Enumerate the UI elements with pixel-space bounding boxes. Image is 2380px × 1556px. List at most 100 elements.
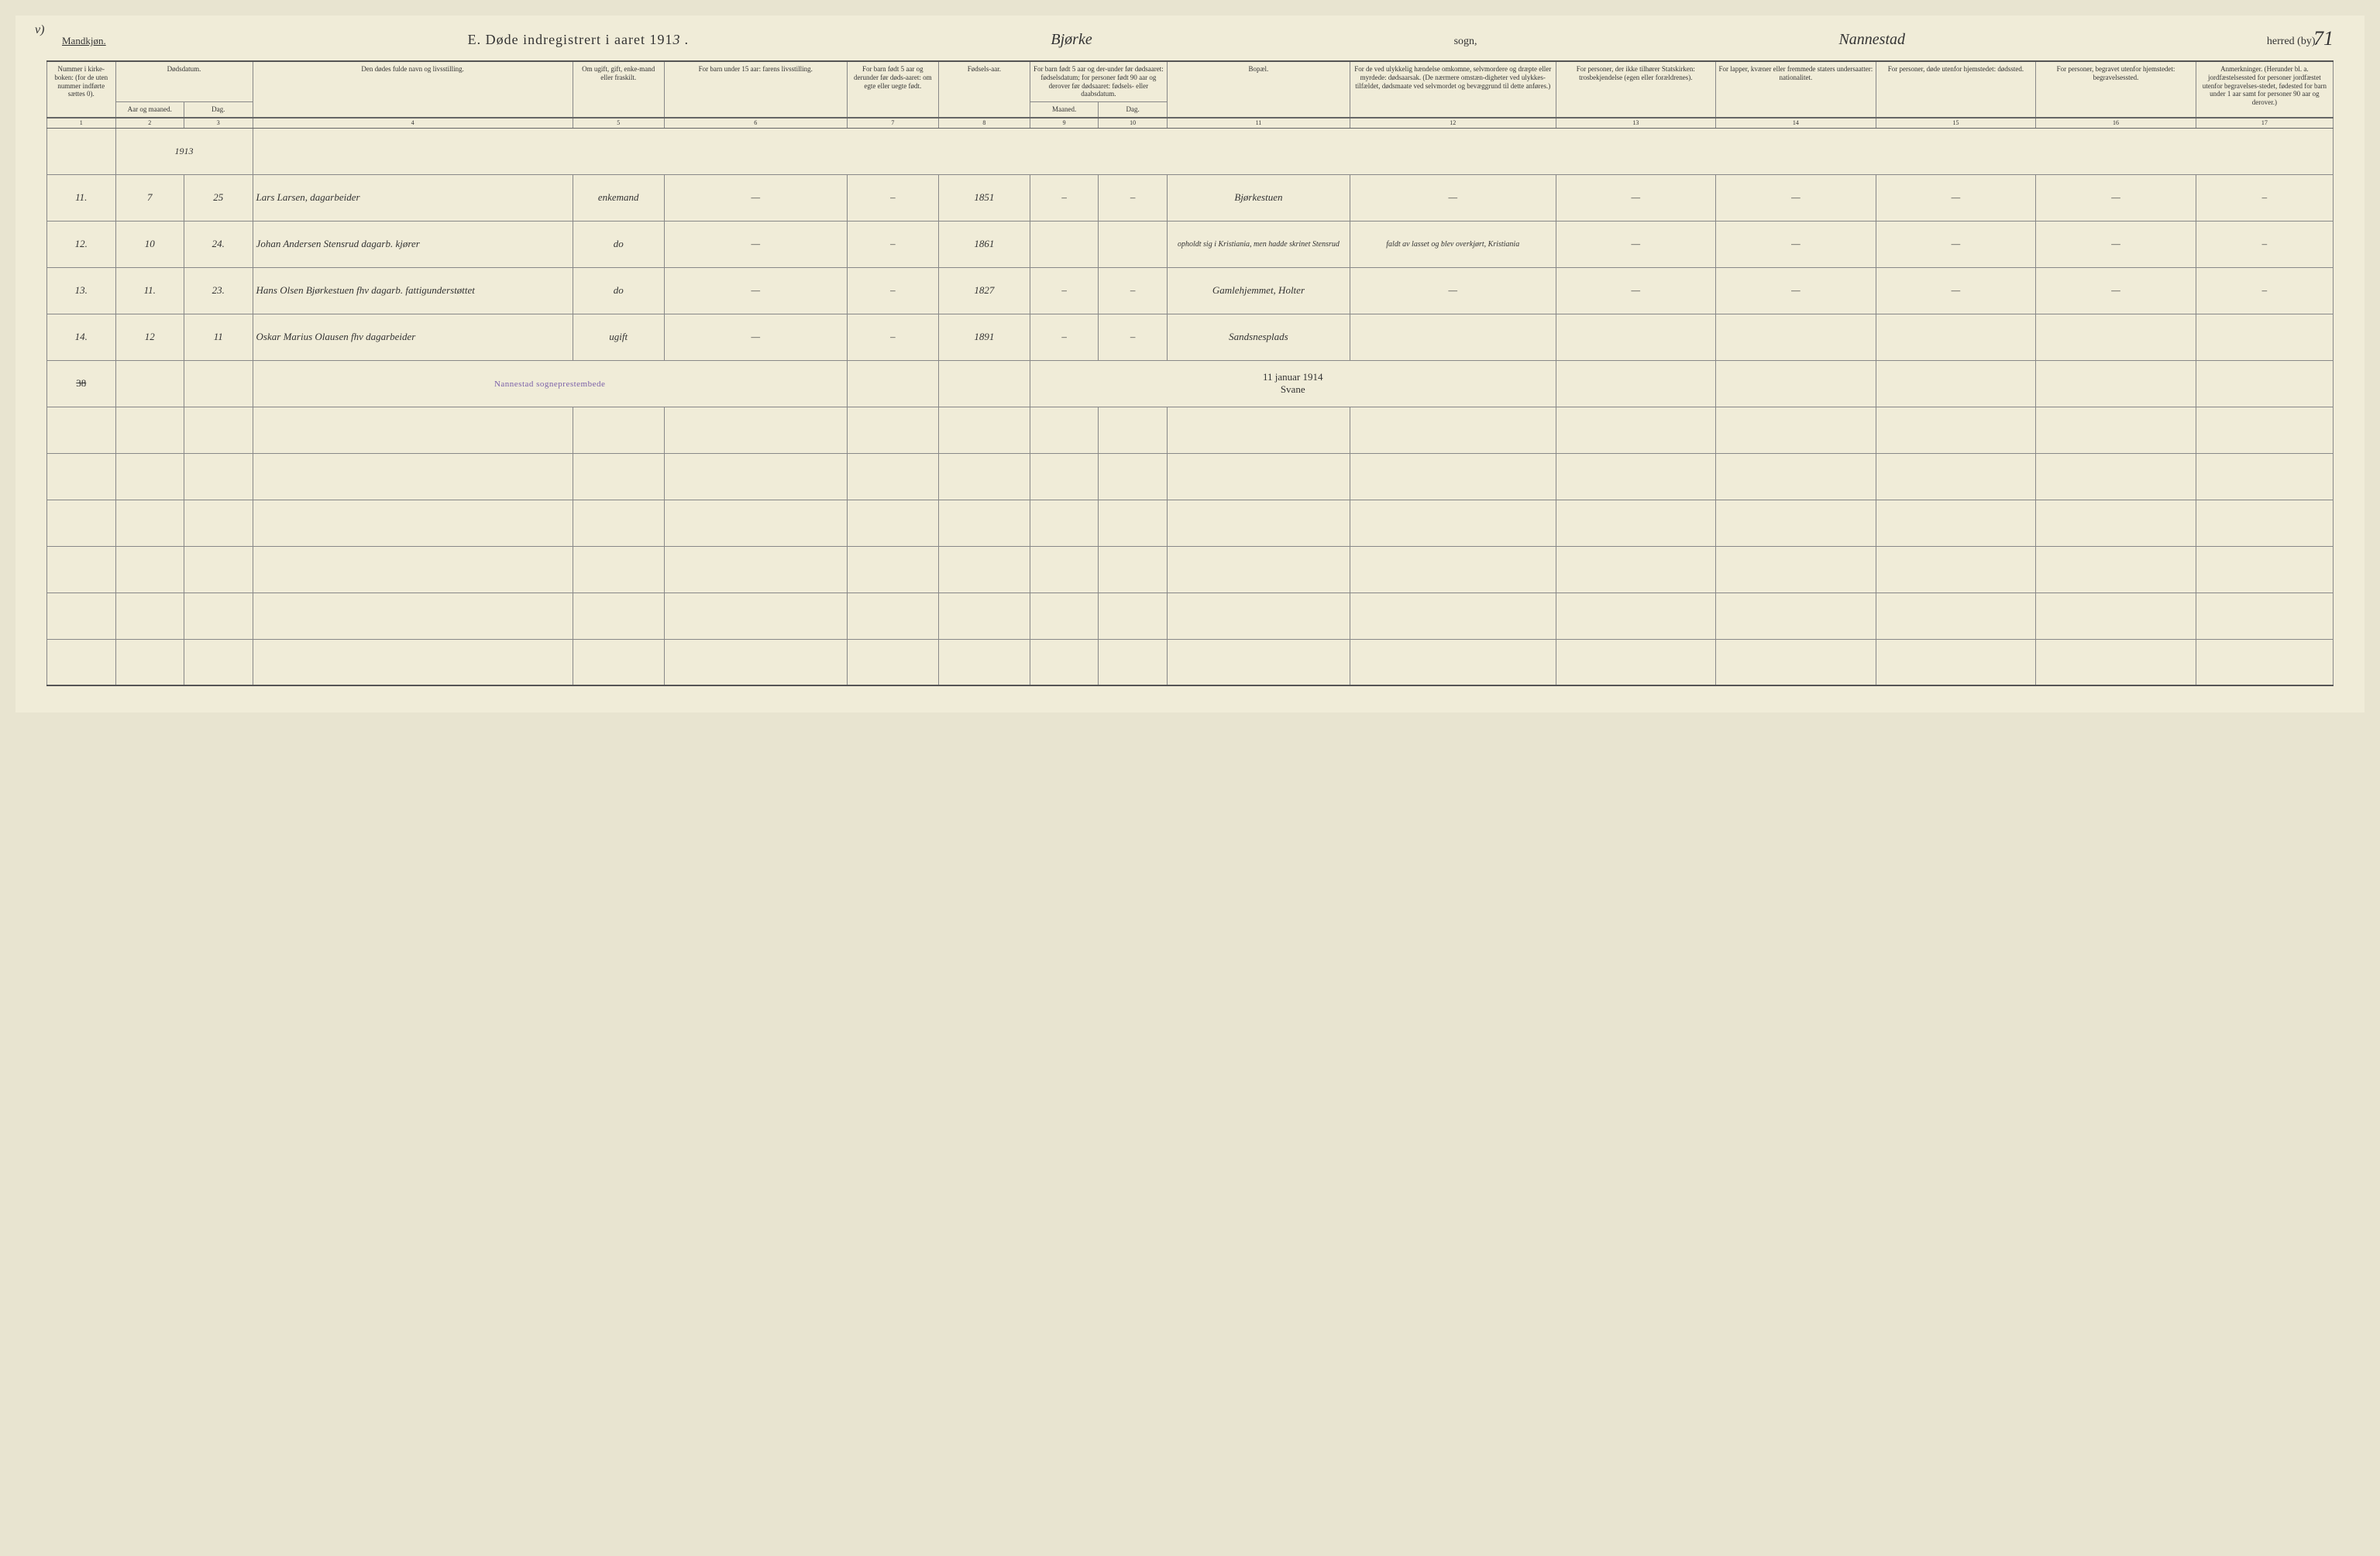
cell-num: 14. xyxy=(47,314,116,360)
colnum: 15 xyxy=(1876,118,2036,128)
cell-deathplace xyxy=(1876,314,2036,360)
col-header-residence: Bopæl. xyxy=(1167,61,1350,118)
cell-residence: Bjørkestuen xyxy=(1167,174,1350,221)
cell-burial: — xyxy=(2036,221,2196,267)
colnum: 8 xyxy=(938,118,1030,128)
cell-faith: — xyxy=(1556,174,1716,221)
cell-month: 10 xyxy=(115,221,184,267)
death-register-table: Nummer i kirke-boken: (for de uten numme… xyxy=(46,60,2334,686)
col-header-bmonth: Maaned. xyxy=(1030,102,1099,118)
marginal-note: v) xyxy=(35,23,44,37)
herred-label: herred (by). xyxy=(2267,36,2318,48)
cell-burial xyxy=(2036,314,2196,360)
cell-status: ugift xyxy=(573,314,664,360)
cell-parent: — xyxy=(664,174,847,221)
cell-status: enkemand xyxy=(573,174,664,221)
colnum: 3 xyxy=(184,118,253,128)
title-prefix: E. Døde indregistrert i aaret 191 xyxy=(468,32,673,47)
page-number: 71 xyxy=(2313,27,2334,50)
cell-day: 11 xyxy=(184,314,253,360)
col-header-burial: For personer, begravet utenfor hjemstede… xyxy=(2036,61,2196,118)
register-page: 71 v) Mandkjøn. E. Døde indregistrert i … xyxy=(15,15,2365,713)
cell-bd: – xyxy=(1099,174,1168,221)
col-header-status: Om ugift, gift, enke-mand eller fraskilt… xyxy=(573,61,664,118)
table-body: 1913 11. 7 25 Lars Larsen, dagarbeider e… xyxy=(47,128,2334,685)
col-header-birthdate: For barn født 5 aar og der-under før død… xyxy=(1030,61,1167,102)
cell-cause xyxy=(1350,314,1556,360)
col-header-number: Nummer i kirke-boken: (for de uten numme… xyxy=(47,61,116,118)
cell-deathplace: — xyxy=(1876,221,2036,267)
colnum: 17 xyxy=(2196,118,2333,128)
cell-bm: – xyxy=(1030,174,1099,221)
colnum: 6 xyxy=(664,118,847,128)
sogn-label: sogn, xyxy=(1454,36,1477,48)
cell-birthyear: 1851 xyxy=(938,174,1030,221)
colnum: 7 xyxy=(847,118,938,128)
cell-faith xyxy=(1556,314,1716,360)
col-header-deathdate: Dødsdatum. xyxy=(115,61,253,102)
cell-bm: – xyxy=(1030,314,1099,360)
colnum: 10 xyxy=(1099,118,1168,128)
gender-label: Mandkjøn. xyxy=(62,35,106,47)
cell-parent: — xyxy=(664,221,847,267)
cell-cause: faldt av lasset og blev overkjørt, Krist… xyxy=(1350,221,1556,267)
colnum: 16 xyxy=(2036,118,2196,128)
col-header-legit: For barn født 5 aar og derunder før døds… xyxy=(847,61,938,118)
colnum: 12 xyxy=(1350,118,1556,128)
col-header-month: Aar og maaned. xyxy=(115,102,184,118)
cell-nat: — xyxy=(1716,221,1876,267)
cell-deathplace: — xyxy=(1876,174,2036,221)
cell-birthyear: 1827 xyxy=(938,267,1030,314)
cell-residence: Sandsnesplads xyxy=(1167,314,1350,360)
cell-notes: – xyxy=(2196,267,2333,314)
year-row: 1913 xyxy=(47,128,2334,174)
cell-bm: – xyxy=(1030,267,1099,314)
cell-notes xyxy=(2196,314,2333,360)
empty-row xyxy=(47,546,2334,593)
cell-birthyear: 1861 xyxy=(938,221,1030,267)
cell-name: Hans Olsen Bjørkestuen fhv dagarb. fatti… xyxy=(253,267,573,314)
cell-legit: – xyxy=(847,174,938,221)
col-header-bday: Dag. xyxy=(1099,102,1168,118)
col-header-name: Den dødes fulde navn og livsstilling. xyxy=(253,61,573,118)
colnum: 5 xyxy=(573,118,664,128)
cell-cause: — xyxy=(1350,267,1556,314)
margin-count: 38 xyxy=(47,360,116,407)
cell-num: 13. xyxy=(47,267,116,314)
herred-name: Nannestad xyxy=(1838,31,1905,49)
cell-day: 24. xyxy=(184,221,253,267)
sogn-name: Bjørke xyxy=(1051,31,1092,49)
colnum: 4 xyxy=(253,118,573,128)
cell-faith: — xyxy=(1556,221,1716,267)
cell-month: 12 xyxy=(115,314,184,360)
cell-name: Johan Andersen Stensrud dagarb. kjører xyxy=(253,221,573,267)
title: E. Døde indregistrert i aaret 1913 . xyxy=(468,32,690,48)
cell-name: Lars Larsen, dagarbeider xyxy=(253,174,573,221)
cell-legit: – xyxy=(847,267,938,314)
empty-row xyxy=(47,593,2334,639)
cell-faith: — xyxy=(1556,267,1716,314)
table-row: 13. 11. 23. Hans Olsen Bjørkestuen fhv d… xyxy=(47,267,2334,314)
colnum: 13 xyxy=(1556,118,1716,128)
table-row: 14. 12 11 Oskar Marius Olausen fhv dagar… xyxy=(47,314,2334,360)
year-digit: 3 . xyxy=(673,32,690,47)
colnum: 2 xyxy=(115,118,184,128)
empty-row xyxy=(47,500,2334,546)
cell-nat: — xyxy=(1716,267,1876,314)
cell-status: do xyxy=(573,267,664,314)
cell-name: Oskar Marius Olausen fhv dagarbeider xyxy=(253,314,573,360)
stamp: Nannestad sogneprestembede xyxy=(253,360,847,407)
cell-bd: – xyxy=(1099,314,1168,360)
colnum: 11 xyxy=(1167,118,1350,128)
colnum: 14 xyxy=(1716,118,1876,128)
cell-legit: – xyxy=(847,314,938,360)
col-header-birthyear: Fødsels-aar. xyxy=(938,61,1030,118)
table-row: 11. 7 25 Lars Larsen, dagarbeider enkema… xyxy=(47,174,2334,221)
colnum: 9 xyxy=(1030,118,1099,128)
cell-num: 11. xyxy=(47,174,116,221)
year-cell: 1913 xyxy=(115,128,253,174)
empty-row xyxy=(47,453,2334,500)
cell-bd: – xyxy=(1099,267,1168,314)
empty-row xyxy=(47,639,2334,685)
col-header-faith: For personer, der ikke tilhører Statskir… xyxy=(1556,61,1716,118)
